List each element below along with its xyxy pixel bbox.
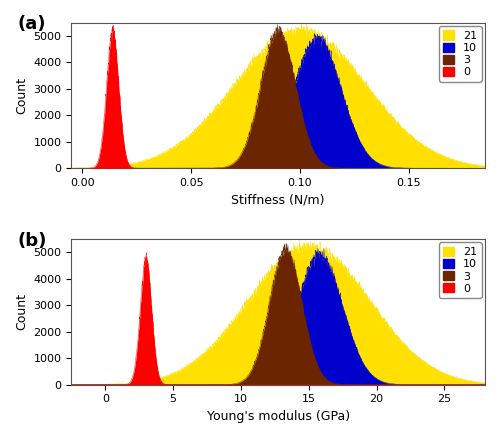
Legend: 21, 10, 3, 0: 21, 10, 3, 0 (438, 243, 482, 298)
Y-axis label: Count: Count (15, 293, 28, 330)
Text: (a): (a) (18, 15, 46, 33)
X-axis label: Young's modulus (GPa): Young's modulus (GPa) (206, 410, 350, 423)
Text: (b): (b) (18, 232, 47, 250)
Y-axis label: Count: Count (15, 77, 28, 114)
Legend: 21, 10, 3, 0: 21, 10, 3, 0 (438, 26, 482, 81)
X-axis label: Stiffness (N/m): Stiffness (N/m) (232, 194, 325, 206)
